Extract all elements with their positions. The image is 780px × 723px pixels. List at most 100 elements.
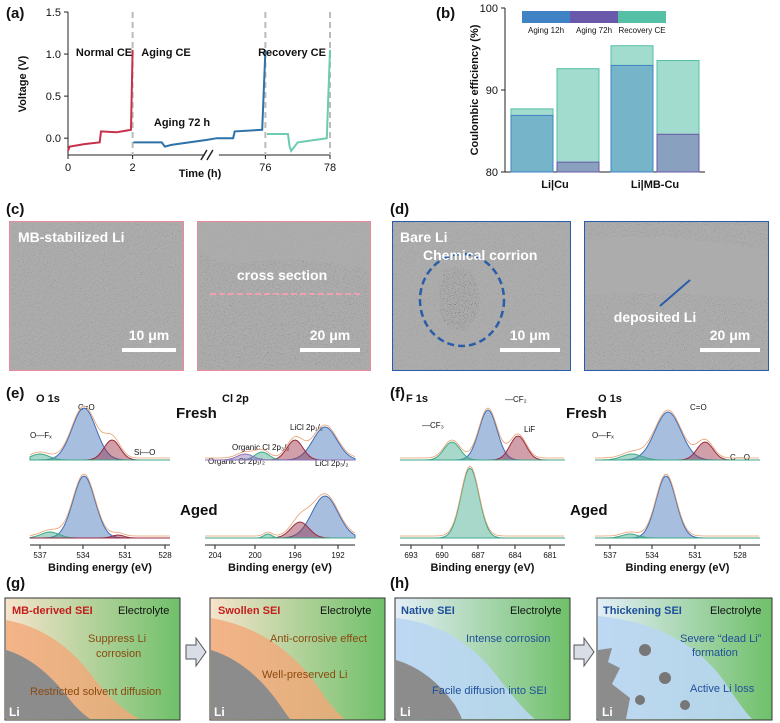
scheme-text: Restricted solvent diffusion <box>30 686 161 698</box>
scale-label: 10 μm <box>510 327 550 343</box>
envelope <box>205 424 356 459</box>
panel-labels: (a) (b) (c) (d) (e) (f) (g) (h) <box>6 5 455 592</box>
peak <box>400 467 565 539</box>
peak-label: LiF <box>524 425 535 434</box>
state-label: Fresh <box>176 405 217 422</box>
spectrum-title: Cl 2p <box>222 393 249 405</box>
dead-li-particle <box>639 644 651 656</box>
scheme-text: Electrolyte <box>320 605 371 617</box>
scheme-text: MB-derived SEI <box>12 605 93 617</box>
legend-swatch <box>522 11 570 23</box>
peak-label: LiCl 2p₃/₂ <box>315 459 349 468</box>
peak <box>205 453 355 461</box>
scheme-text: Li <box>9 705 20 719</box>
x-tick-label: 684 <box>508 551 522 560</box>
scheme-text: Suppress Li <box>88 633 146 645</box>
envelope <box>400 407 564 459</box>
series-line <box>67 49 134 152</box>
sei-layer <box>598 616 752 719</box>
peak <box>595 475 760 539</box>
spectrum-title: F 1s <box>406 393 428 405</box>
dead-li-particle <box>659 672 671 684</box>
x-axis-title: Binding energy (eV) <box>48 562 152 574</box>
state-label: Aged <box>570 502 608 519</box>
peak <box>595 453 760 461</box>
scheme-text: Electrolyte <box>710 605 761 617</box>
legend-label: Aging 12h <box>528 26 564 35</box>
spectrum-title: O 1s <box>36 393 60 405</box>
x-tick-label: 537 <box>603 551 617 560</box>
peak <box>30 534 170 539</box>
scale-label: 20 μm <box>710 327 750 343</box>
x-tick-label: 693 <box>404 551 418 560</box>
x-tick-label: 687 <box>471 551 485 560</box>
series-label: Aging CE <box>141 47 191 59</box>
x-tick-label: 196 <box>288 551 302 560</box>
x-tick-label: 192 <box>331 551 345 560</box>
x-tick-label: 76 <box>259 162 271 174</box>
panel-label: (d) <box>390 201 409 218</box>
scheme-text: Native SEI <box>401 605 455 617</box>
x-axis-title: Binding energy (eV) <box>228 562 332 574</box>
axis-break <box>200 149 208 161</box>
panel-g: MB-derived SEI Electrolyte Suppress Li c… <box>4 597 386 721</box>
x-tick-label: 2 <box>130 162 136 174</box>
state-label: Aged <box>180 502 218 519</box>
li-metal <box>598 648 630 719</box>
panel-label: (e) <box>6 385 24 402</box>
scheme-text: Facile diffusion into SEI <box>432 685 547 697</box>
panel-label: (h) <box>390 575 409 592</box>
dead-li <box>635 644 690 710</box>
scheme-text: Li <box>602 705 613 719</box>
image-label: cross section <box>237 267 327 283</box>
scale-label: 10 μm <box>129 327 169 343</box>
image-label: MB-stabilized Li <box>18 229 125 245</box>
image-label: deposited Li <box>614 309 696 325</box>
arrow <box>573 636 595 668</box>
peak-label: Organic Cl 2p₁/₂ <box>208 457 265 466</box>
panel-label: (a) <box>6 5 24 22</box>
y-axis-title: Voltage (V) <box>17 55 29 112</box>
peak-label: Organic Cl 2p₃/₂ <box>232 443 290 452</box>
series-label: Recovery CE <box>258 47 326 59</box>
x-axis-title: Binding energy (eV) <box>431 562 535 574</box>
pointer <box>659 279 691 307</box>
bar <box>510 114 554 173</box>
texture <box>585 222 768 370</box>
x-axis-title: Binding energy (eV) <box>626 562 730 574</box>
peak <box>205 533 355 539</box>
scheme-text: Active Li loss <box>690 683 755 695</box>
series-line <box>267 49 331 153</box>
peak-label: Si—O <box>134 448 155 457</box>
scheme-text: Electrolyte <box>510 605 561 617</box>
bar <box>610 64 654 173</box>
envelope <box>205 493 356 537</box>
x-tick-label: 531 <box>688 551 702 560</box>
highlight <box>418 252 506 348</box>
scheme-text: Well-preserved Li <box>262 669 347 681</box>
peak-label: O—Fₓ <box>30 431 52 440</box>
series-label: Normal CE <box>76 47 132 59</box>
envelope <box>595 473 759 537</box>
y-tick-label: 0.5 <box>46 91 61 103</box>
x-tick-label: 531 <box>118 551 132 560</box>
peak-label: —CF₃ <box>422 421 444 430</box>
panel-label: (b) <box>436 5 455 22</box>
scheme-text: Li <box>214 705 225 719</box>
li-metal <box>396 660 462 719</box>
xps: O 1s Cl 2p F 1s O 1s Fresh Aged Fresh Ag… <box>30 393 750 519</box>
scheme-text: Anti-corrosive effect <box>270 633 367 645</box>
x-tick-label: 0 <box>65 162 71 174</box>
x-tick-label: 690 <box>435 551 449 560</box>
y-tick-label: 1.5 <box>46 7 61 19</box>
scheme-text: Intense corrosion <box>466 633 550 645</box>
scheme-text: Swollen SEI <box>218 605 280 617</box>
y-tick-label: 90 <box>486 85 498 97</box>
panel-label: (g) <box>6 575 25 592</box>
y-tick-label: 1.0 <box>46 49 61 61</box>
y-tick-label: 0.0 <box>46 133 61 145</box>
panel-h: Native SEI Electrolyte Intense corrosion… <box>394 597 773 721</box>
bar <box>556 68 600 173</box>
li-metal <box>211 650 290 719</box>
